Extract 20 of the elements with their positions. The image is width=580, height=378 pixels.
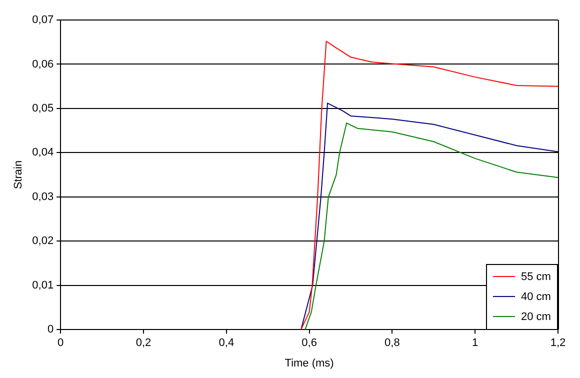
y-tick-label: 0,06 bbox=[32, 58, 54, 70]
x-tick-label: 0,4 bbox=[218, 337, 234, 350]
legend-label: 55 cm bbox=[521, 270, 551, 283]
y-tick-label: 0,04 bbox=[32, 146, 54, 159]
x-tick-label: 0,8 bbox=[384, 337, 400, 350]
y-tick-label: 0,03 bbox=[32, 190, 54, 203]
x-tick-label: 0,2 bbox=[136, 337, 152, 350]
x-tick-label: 1 bbox=[472, 337, 478, 350]
y-tick-label: 0 bbox=[47, 324, 54, 336]
y-tick-label: 0,01 bbox=[32, 279, 54, 292]
y-tick-label: 0,07 bbox=[32, 14, 54, 26]
x-tick-label: 1,2 bbox=[550, 337, 566, 350]
x-tick-label: 0 bbox=[58, 337, 64, 350]
x-tick-label: 0,6 bbox=[302, 337, 317, 350]
y-tick-label: 0,02 bbox=[32, 235, 54, 248]
x-axis-title: Time (ms) bbox=[284, 357, 334, 370]
legend-label: 40 cm bbox=[521, 290, 551, 303]
legend-label: 20 cm bbox=[521, 310, 551, 323]
y-tick-label: 0,05 bbox=[32, 102, 54, 114]
y-axis-title: Strain bbox=[12, 160, 25, 190]
